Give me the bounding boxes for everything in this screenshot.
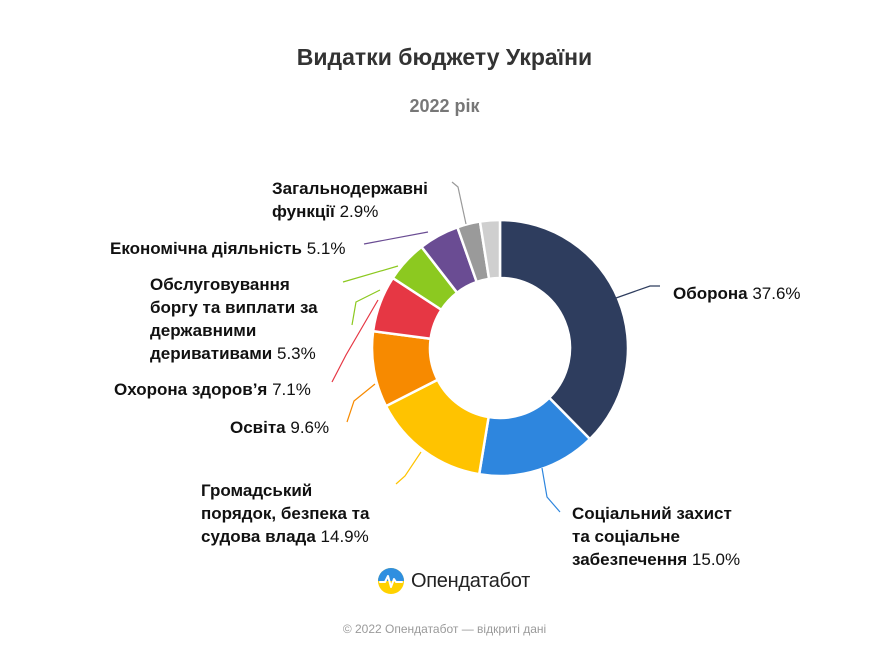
label-general-value: 2.9% (339, 202, 379, 221)
label-social-value: 15.0% (691, 550, 741, 569)
leader-line-osvita (346, 383, 376, 423)
label-general: Загальнодержавні функції 2.9% (272, 177, 428, 223)
label-debt-line2: боргу та виплати за (150, 298, 318, 317)
label-econ-value: 5.1% (306, 239, 346, 258)
label-debt-value: 5.3% (276, 344, 316, 363)
label-order-line3: судова влада (201, 527, 316, 546)
label-general-line1: Загальнодержавні (272, 179, 428, 198)
leader-line-order (395, 451, 422, 485)
leader-line-debt (351, 289, 381, 326)
label-oborona-name: Оборона (673, 284, 748, 303)
footer-copyright: © 2022 Опендатабот — відкриті дані (342, 622, 547, 636)
leader-line-social (541, 467, 561, 513)
leader-line-oborona (615, 285, 660, 299)
label-oborona: Оборона 37.6% (673, 282, 801, 305)
leader-line-general (451, 181, 467, 225)
label-osvita-name: Освіта (230, 418, 286, 437)
label-debt-line4: деривативами (150, 344, 273, 363)
label-social-line3: забезпечення (572, 550, 688, 569)
leader-line-econ-2 (363, 231, 429, 245)
label-econ-name: Економічна діяльність (110, 239, 302, 258)
label-health: Охорона здоров’я 7.1% (114, 378, 311, 401)
label-social-line1: Соціальний захист (572, 504, 732, 523)
label-debt-line1: Обслуговування (150, 275, 290, 294)
label-order-value: 14.9% (320, 527, 369, 546)
label-social: Соціальний захист та соціальне забезпече… (572, 502, 740, 571)
label-order-line2: порядок, безпека та (201, 504, 370, 523)
logo-text: Опендатабот (411, 569, 530, 592)
logo-icon (378, 568, 404, 594)
label-health-value: 7.1% (272, 380, 311, 399)
chart-subtitle: 2022 рік (409, 96, 480, 116)
donut-slice-0 (498, 218, 630, 441)
leader-line-econ (342, 265, 399, 283)
brand-logo: Опендатабот (377, 566, 530, 596)
label-oborona-value: 37.6% (752, 284, 801, 303)
label-debt: Обслуговування боргу та виплати за держа… (150, 273, 318, 365)
label-order: Громадський порядок, безпека та судова в… (201, 479, 369, 548)
label-social-line2: та соціальне (572, 527, 680, 546)
label-order-line1: Громадський (201, 481, 313, 500)
label-general-line2: функції (272, 202, 335, 221)
label-osvita-value: 9.6% (290, 418, 330, 437)
leader-line-health (331, 299, 379, 383)
label-debt-line3: державними (150, 321, 257, 340)
donut-slice-8 (478, 218, 502, 281)
label-health-name: Охорона здоров’я (114, 380, 268, 399)
label-econ: Економічна діяльність 5.1% (110, 237, 345, 260)
label-osvita: Освіта 9.6% (230, 416, 329, 439)
chart-title: Видатки бюджету України (296, 44, 593, 70)
